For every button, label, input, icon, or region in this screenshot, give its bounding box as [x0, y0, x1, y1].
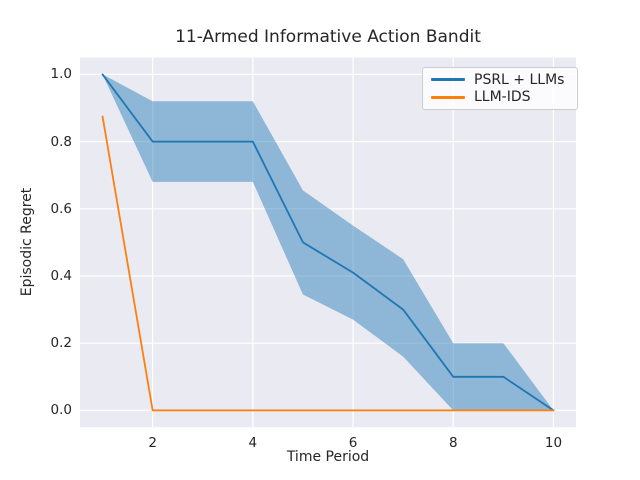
legend: PSRL + LLMs LLM-IDS — [422, 67, 578, 110]
series-line — [101, 115, 555, 412]
axes-background — [80, 57, 576, 428]
y-tick-label: 1.0 — [50, 66, 72, 83]
x-tick-label: 10 — [544, 435, 563, 451]
legend-entry-psrl-llms: PSRL + LLMs — [431, 71, 569, 89]
y-tick-label: 0.0 — [50, 402, 72, 419]
x-tick-label: 2 — [148, 435, 157, 451]
x-tick-label: 6 — [348, 435, 358, 451]
y-tick-label: 0.2 — [50, 335, 72, 352]
legend-label: LLM-IDS — [474, 89, 531, 106]
legend-entry-llm-ids: LLM-IDS — [431, 89, 569, 107]
x-tick-label: 4 — [248, 435, 258, 451]
y-tick-label: 0.6 — [50, 200, 72, 217]
chart-title: 11-Armed Informative Action Bandit — [175, 27, 481, 47]
legend-line-swatch-orange — [431, 95, 465, 99]
series-line — [101, 73, 555, 412]
legend-label: PSRL + LLMs — [474, 71, 565, 88]
legend-line-swatch-blue — [431, 78, 465, 82]
y-tick-label: 0.4 — [50, 268, 72, 284]
x-tick-label: 8 — [448, 435, 458, 451]
x-axis-label: Time Period — [286, 449, 370, 465]
confidence-band — [102, 74, 554, 411]
y-tick-label: 0.8 — [50, 133, 72, 150]
